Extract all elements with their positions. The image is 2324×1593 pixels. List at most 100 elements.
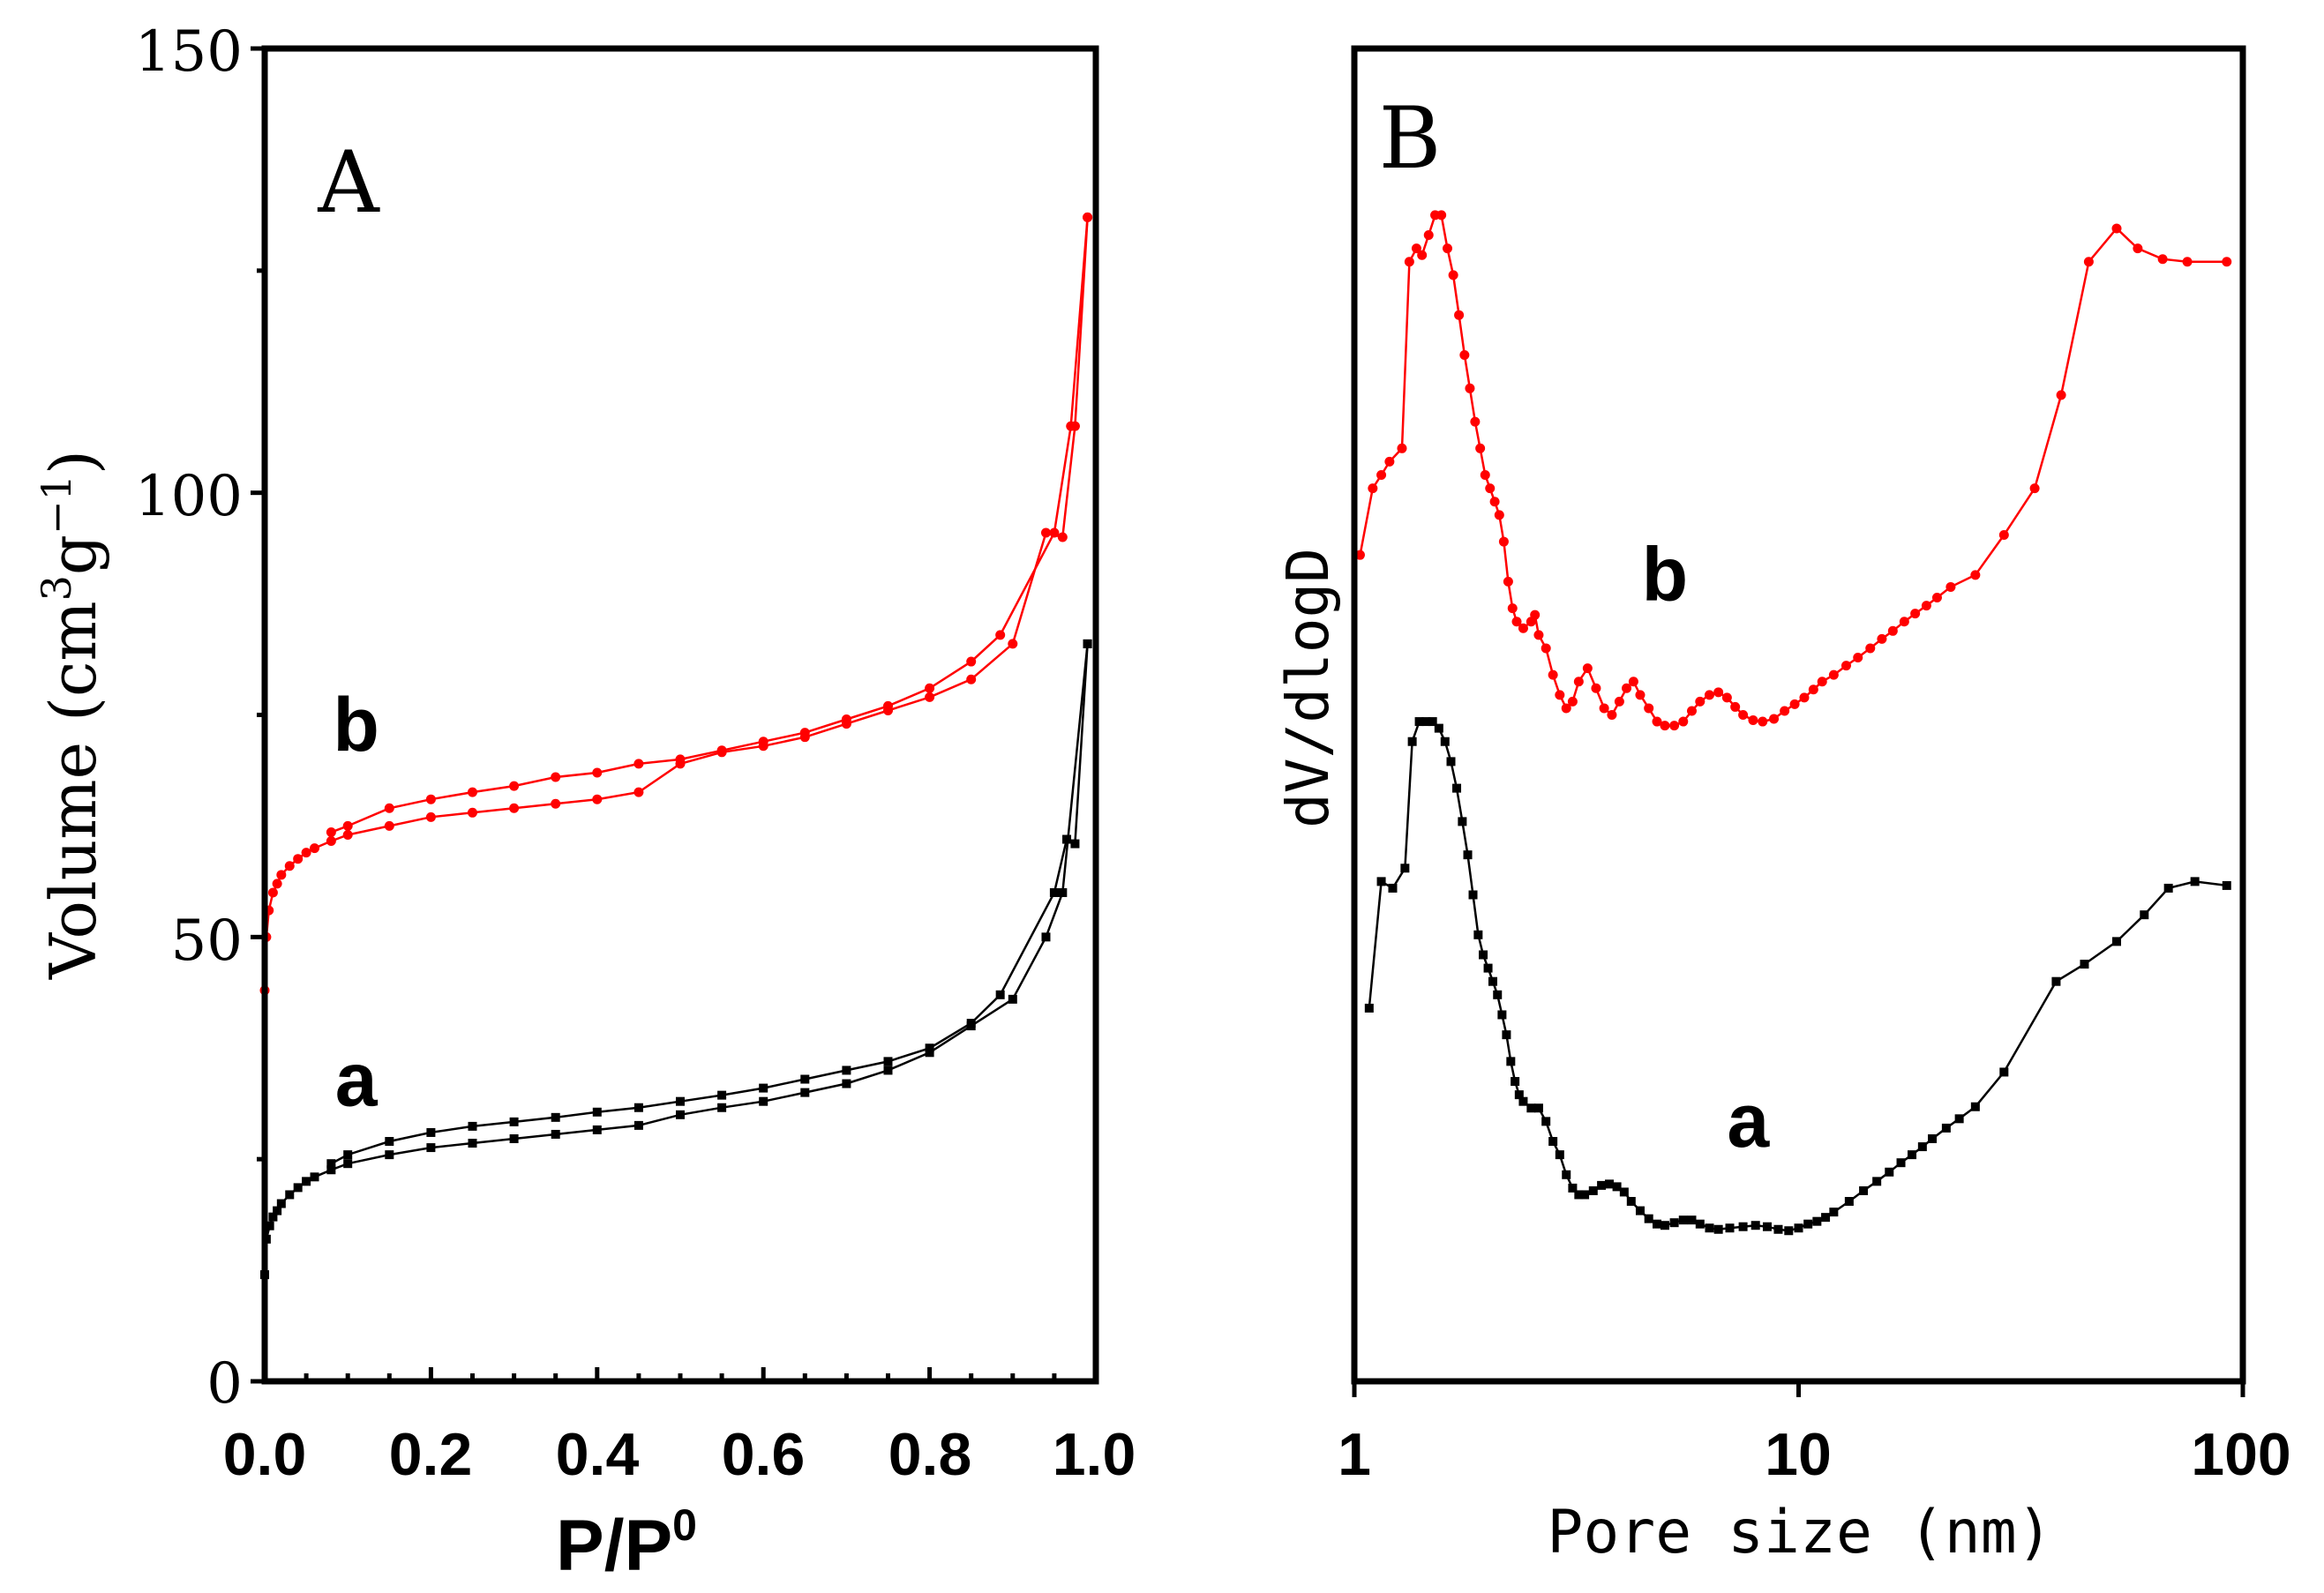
data-point (1614, 696, 1624, 707)
distribution-line (1368, 720, 2227, 1232)
adsorption-point (310, 1172, 319, 1182)
data-point (1397, 443, 1407, 453)
data-point (1582, 663, 1593, 674)
adsorption-point (285, 1190, 295, 1200)
data-point (1463, 850, 1473, 860)
data-point (1910, 609, 1921, 619)
data-point (1931, 593, 1942, 603)
data-point (1644, 1214, 1653, 1223)
desorption-point (343, 1150, 353, 1160)
desorption-point (1049, 527, 1060, 538)
series-b-markers (1354, 210, 2232, 731)
series-a-lines (263, 643, 1089, 1275)
data-point (1653, 1219, 1662, 1229)
desorption-point (883, 700, 893, 711)
adsorption-point (326, 1165, 336, 1175)
adsorption-point (342, 829, 353, 840)
adsorption-point (842, 1079, 851, 1088)
adsorption-point (301, 848, 311, 858)
adsorption-point (310, 843, 320, 854)
data-point (1828, 669, 1839, 680)
data-point (1428, 717, 1437, 727)
data-point (2133, 243, 2143, 254)
data-point (1488, 976, 1497, 986)
data-point (1440, 737, 1450, 746)
data-point (1758, 716, 1768, 727)
data-point (1541, 643, 1551, 654)
data-point (1483, 963, 1493, 973)
desorption-line (330, 217, 1089, 834)
data-point (2157, 254, 2168, 265)
data-point (1561, 703, 1571, 714)
data-point (1548, 1137, 1558, 1147)
data-point (1773, 1224, 1783, 1234)
data-point (1945, 581, 1956, 592)
adsorption-point (268, 1212, 278, 1222)
data-point (1738, 1222, 1748, 1231)
desorption-point (758, 737, 768, 747)
series-a-markers (260, 639, 1092, 1280)
data-point (2111, 223, 2122, 234)
desorption-point (676, 1096, 685, 1106)
data-point (1541, 1117, 1551, 1126)
data-point (1376, 470, 1387, 481)
adsorption-point (1057, 532, 1068, 542)
data-point (1626, 1197, 1636, 1207)
y-axis-title-sup2: −1 (33, 475, 80, 535)
data-point (1434, 723, 1443, 733)
data-point (1354, 550, 1365, 560)
series-label-b: b (1642, 533, 1689, 617)
data-point (1580, 1190, 1590, 1200)
adsorption-point (676, 1110, 685, 1119)
adsorption-point (717, 1103, 727, 1112)
y-tick-label: 100 (135, 464, 243, 529)
panel-label: A (317, 133, 380, 232)
desorption-point (966, 656, 977, 667)
adsorption-point (759, 1096, 768, 1106)
data-point (2029, 483, 2040, 494)
plot-frame (261, 45, 1099, 1385)
adsorption-point (267, 887, 278, 898)
data-point (1748, 715, 1758, 726)
data-point (1721, 692, 1732, 703)
data-point (1555, 690, 1565, 700)
data-point (1502, 1030, 1511, 1040)
desorption-point (342, 820, 353, 831)
data-point (1404, 257, 1414, 267)
data-point (2056, 390, 2066, 400)
desorption-point (925, 683, 935, 693)
data-point (1518, 623, 1528, 633)
data-point (1436, 210, 1447, 221)
data-point (1885, 1167, 1894, 1177)
data-point (1506, 1057, 1516, 1066)
desorption-point (1083, 639, 1092, 648)
adsorption-point (284, 861, 295, 871)
data-point (1725, 1223, 1735, 1233)
desorption-point (966, 1019, 976, 1028)
data-point (1555, 1150, 1564, 1160)
data-point (1704, 690, 1714, 700)
y-tick-label: 150 (135, 19, 243, 85)
data-point (1514, 1090, 1524, 1100)
desorption-point (551, 772, 561, 782)
data-point (1494, 510, 1504, 520)
series-a-markers (1364, 717, 2231, 1236)
y-axis-title-suffix: ) (36, 450, 110, 475)
data-point (1376, 877, 1386, 886)
desorption-point (1083, 212, 1093, 222)
data-point (1458, 817, 1467, 826)
desorption-point (800, 1074, 810, 1084)
data-point (1511, 617, 1522, 627)
x-tick-label: 1 (1338, 1421, 1371, 1488)
data-point (1493, 990, 1503, 999)
data-point (1533, 630, 1544, 640)
data-point (1573, 677, 1584, 687)
adsorption-point (272, 879, 282, 889)
adsorption-point (551, 1129, 560, 1139)
data-point (1567, 696, 1578, 707)
desorption-point (326, 1159, 336, 1169)
desorption-point (509, 781, 520, 791)
data-point (2222, 880, 2231, 890)
adsorption-point (265, 1221, 274, 1230)
data-point (1829, 1208, 1839, 1217)
